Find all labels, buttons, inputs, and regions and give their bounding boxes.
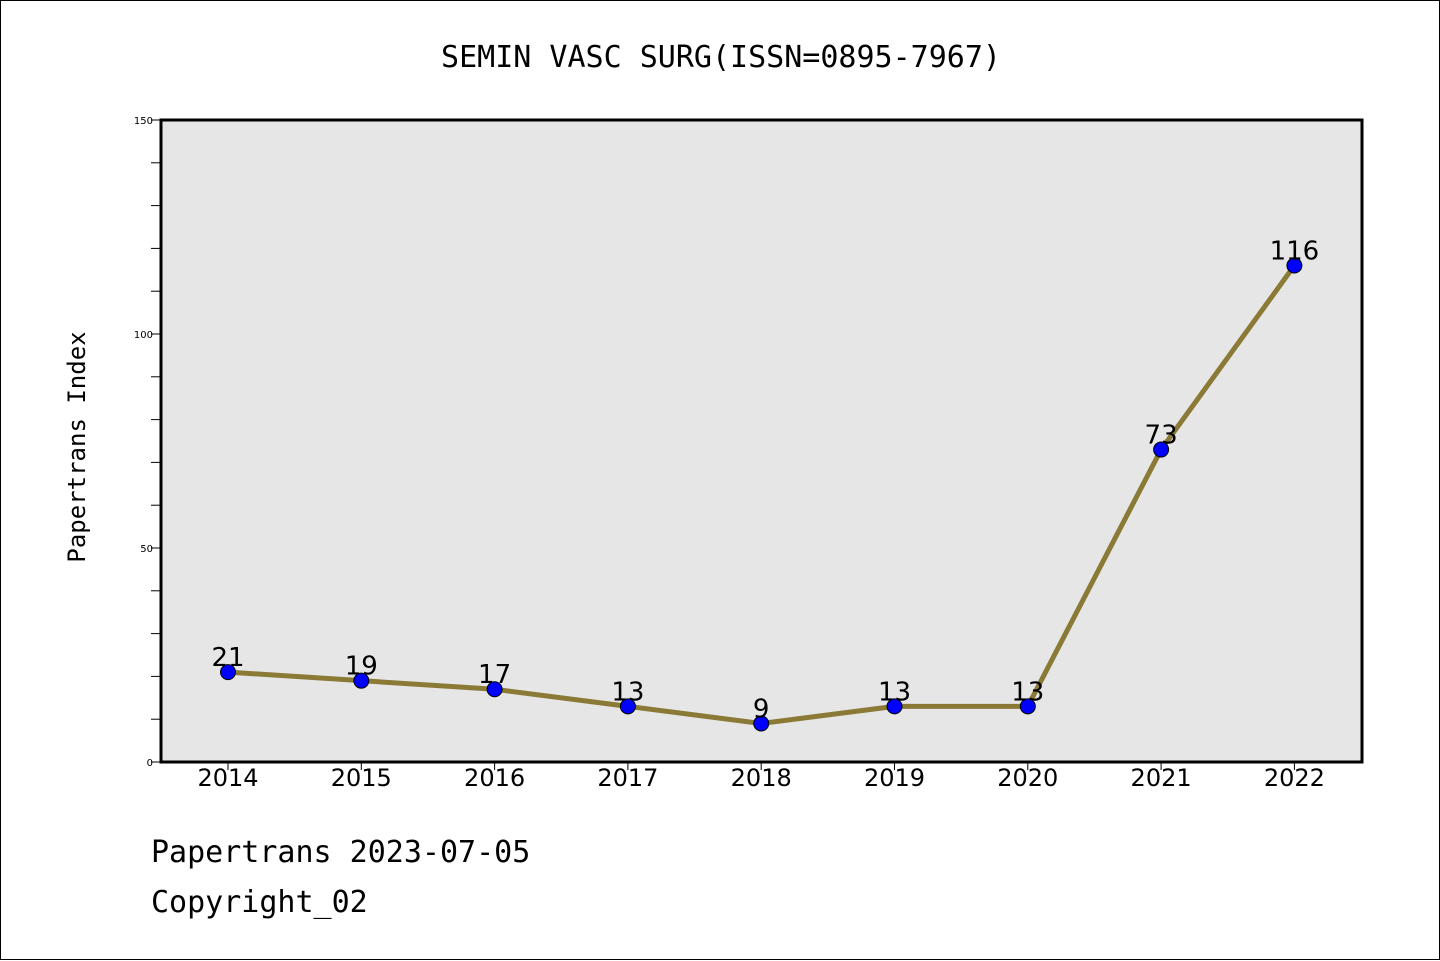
data-point xyxy=(886,698,903,715)
data-label: 13 xyxy=(611,677,644,707)
data-point xyxy=(753,715,770,732)
y-tick-label: 150 xyxy=(134,116,153,127)
x-tick-label: 2016 xyxy=(464,764,525,792)
data-label: 21 xyxy=(211,643,244,673)
x-tick-label: 2018 xyxy=(731,764,792,792)
data-label: 9 xyxy=(753,694,770,724)
data-point xyxy=(1153,441,1170,458)
plot-border xyxy=(159,118,1364,764)
y-tick-label: 100 xyxy=(134,330,153,341)
data-point xyxy=(1286,257,1303,274)
x-axis: 2014 2015 2016 2017 2018 2019 2020 2021 2022 xyxy=(197,762,1325,792)
y-axis: 0 50 100 150 xyxy=(134,116,161,769)
data-label: 116 xyxy=(1270,237,1320,267)
series-group: 21 19 17 13 9 13 13 73 116 xyxy=(211,237,1320,732)
chart-title: SEMIN VASC SURG(ISSN=0895-7967) xyxy=(441,40,1001,75)
x-tick-label: 2020 xyxy=(997,764,1058,792)
footer-copyright: Copyright_02 xyxy=(151,885,368,920)
data-label: 13 xyxy=(878,677,911,707)
x-tick-label: 2019 xyxy=(864,764,925,792)
x-tick-label: 2015 xyxy=(331,764,392,792)
footer-date-line: Papertrans 2023-07-05 xyxy=(151,835,531,870)
x-tick-label: 2017 xyxy=(597,764,658,792)
x-tick-label: 2022 xyxy=(1264,764,1325,792)
y-tick-label: 50 xyxy=(140,544,153,555)
plot-area xyxy=(161,120,1362,762)
data-label: 73 xyxy=(1145,421,1178,451)
x-tick-label: 2014 xyxy=(197,764,258,792)
data-point xyxy=(486,681,503,698)
data-point xyxy=(619,698,636,715)
data-point xyxy=(353,672,370,689)
data-label: 13 xyxy=(1011,677,1044,707)
y-axis-label: Papertrans Index xyxy=(63,331,91,562)
y-tick-label: 0 xyxy=(147,758,153,769)
data-label: 19 xyxy=(345,652,378,682)
data-label: 17 xyxy=(478,660,511,690)
data-point xyxy=(220,664,236,681)
x-tick-label: 2021 xyxy=(1131,764,1192,792)
data-point xyxy=(1019,698,1036,715)
